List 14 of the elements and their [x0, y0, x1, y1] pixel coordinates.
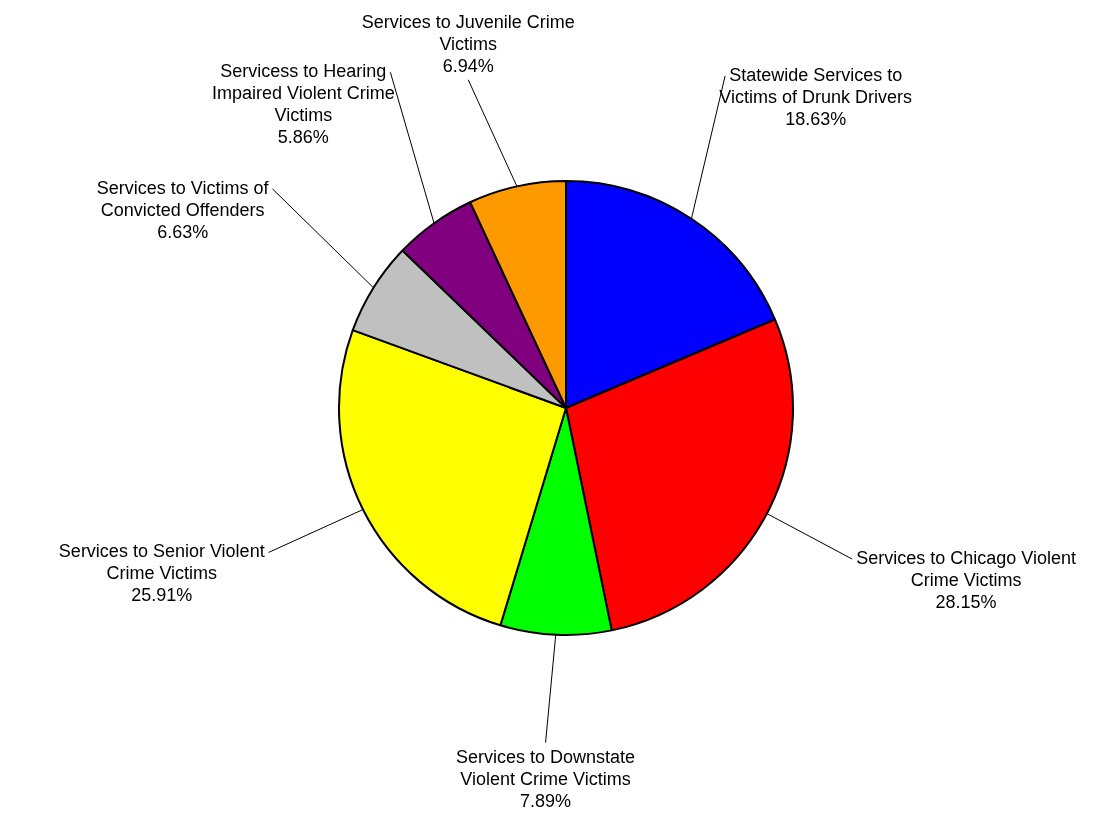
- slice-label: Services to Chicago Violent Crime Victims: [856, 548, 1076, 591]
- data-label: 25.91%: [131, 585, 193, 606]
- data-label: 6.94%: [442, 55, 494, 76]
- data-label: 7.89%: [520, 790, 572, 811]
- slice-label: Servicess to Hearing Impaired Violent Crime Victims: [211, 61, 395, 126]
- slice-label: Services to Juvenile Crime Victims: [361, 11, 575, 54]
- data-label: 18.63%: [785, 108, 847, 129]
- slice-label: Services to Downstate Violent Crime Victims: [456, 746, 636, 789]
- slice-label: Statewide Services to Victims of Drunk Drivers: [719, 64, 913, 107]
- data-label: 6.63%: [157, 221, 209, 242]
- data-label: 5.86%: [277, 127, 329, 148]
- slice-label: Services to Senior Violent Crime Victims: [58, 541, 265, 584]
- data-label: 28.15%: [935, 592, 997, 613]
- slice-label: Services to Victims of Convicted Offenders: [96, 177, 270, 220]
